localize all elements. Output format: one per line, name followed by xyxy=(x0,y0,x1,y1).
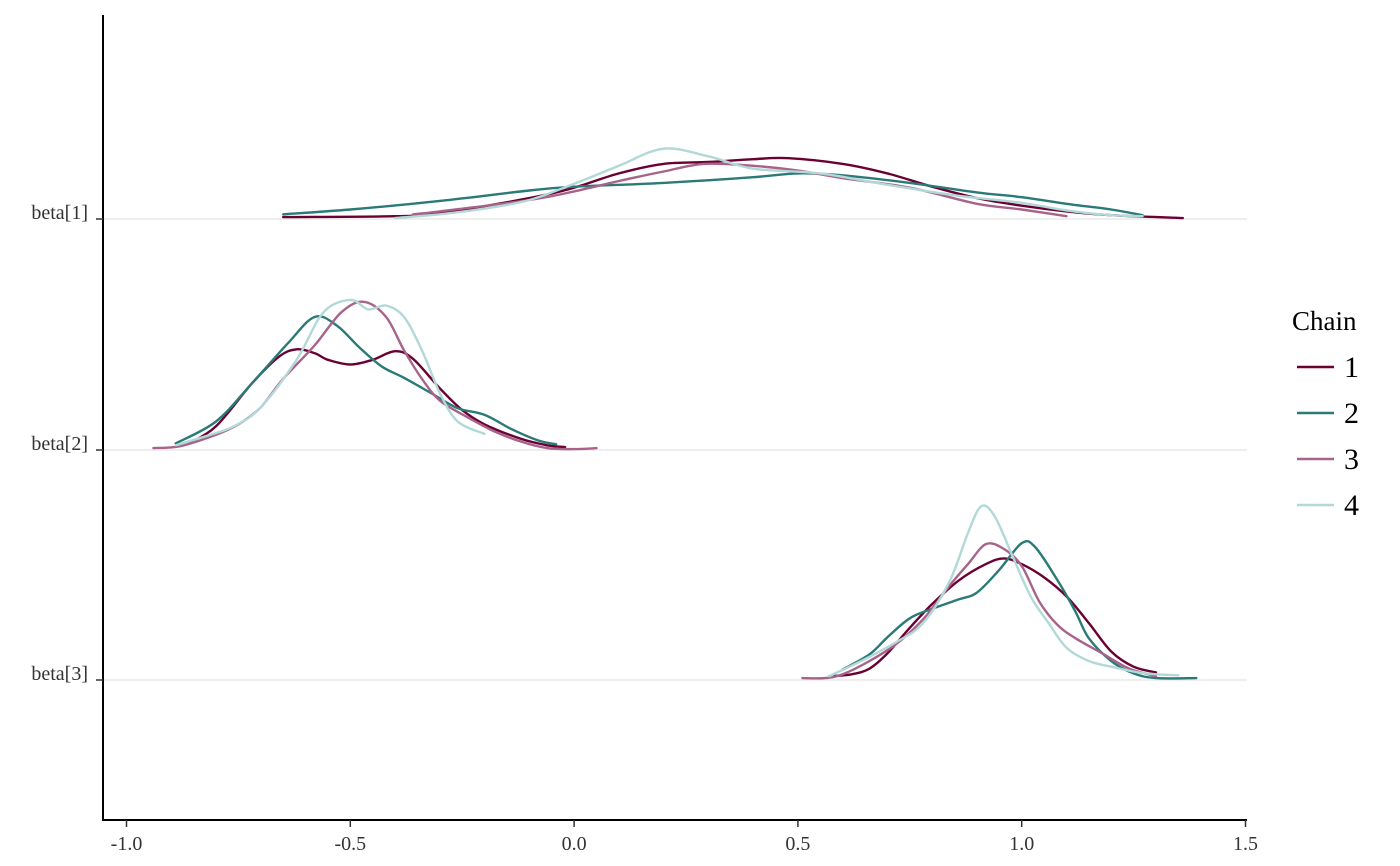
density-chain-1-beta3 xyxy=(828,557,1158,678)
density-chain-2-beta3 xyxy=(841,539,1198,680)
density-chain-3-beta3 xyxy=(801,542,1158,680)
density-chain-3-beta2 xyxy=(152,300,598,451)
legend-entries: 1 2 3 4 xyxy=(1297,351,1359,522)
density-chain-4-beta2 xyxy=(174,298,486,447)
x-tick-label: 0.0 xyxy=(562,833,587,855)
grid-lines xyxy=(103,218,1247,681)
y-tick-label: beta[3] xyxy=(31,663,88,685)
density-chain-2-beta2 xyxy=(174,315,558,446)
x-tick-label: 0.5 xyxy=(785,833,810,855)
x-axis-ticks: -1.0 -0.5 0.0 0.5 1.0 1.5 xyxy=(111,820,1258,855)
density-chain-3-beta1 xyxy=(411,162,1068,218)
x-tick-label: -1.0 xyxy=(111,833,143,855)
x-tick-label: -0.5 xyxy=(334,833,366,855)
x-tick-label: 1.5 xyxy=(1233,833,1258,855)
density-chain-4-beta1 xyxy=(393,147,1144,220)
legend-label-chain-2: 2 xyxy=(1344,397,1359,430)
density-curves xyxy=(152,147,1198,680)
y-axis-ticks: beta[1] beta[2] beta[3] xyxy=(31,202,103,685)
density-chain-2-beta1 xyxy=(282,172,1144,217)
legend-label-chain-4: 4 xyxy=(1344,489,1359,522)
legend-label-chain-3: 3 xyxy=(1344,443,1359,476)
legend: Chain 1 2 3 4 xyxy=(1292,306,1359,522)
legend-label-chain-1: 1 xyxy=(1344,351,1359,384)
legend-title: Chain xyxy=(1292,306,1357,336)
density-chain-4-beta3 xyxy=(828,504,1180,678)
x-tick-label: 1.0 xyxy=(1009,833,1034,855)
density-chain-1-beta1 xyxy=(282,156,1184,220)
y-tick-label: beta[2] xyxy=(31,433,88,455)
y-tick-label: beta[1] xyxy=(31,202,88,224)
axes xyxy=(102,15,1247,821)
